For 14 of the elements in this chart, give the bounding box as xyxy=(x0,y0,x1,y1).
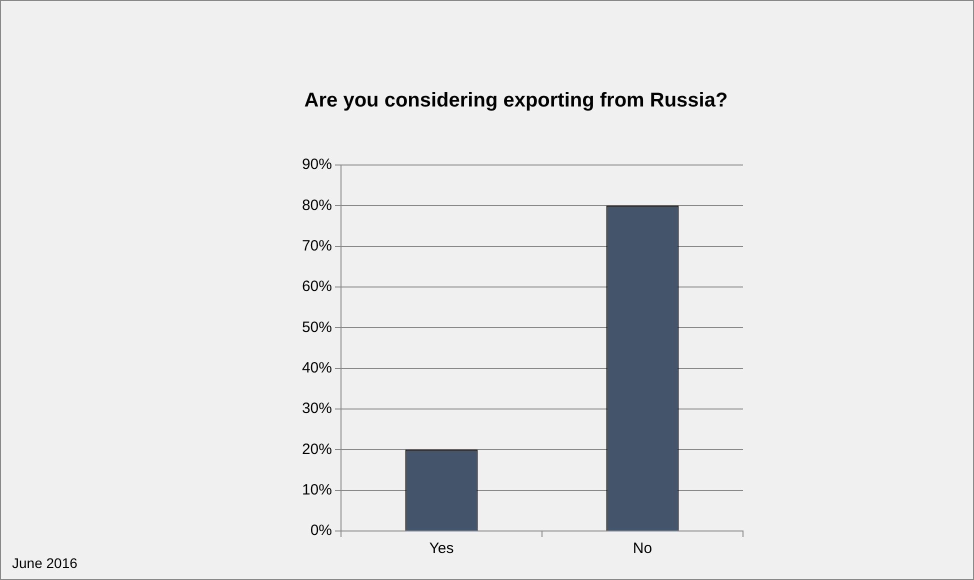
y-tick-label: 0% xyxy=(310,522,332,540)
y-tick-label: 50% xyxy=(302,318,332,336)
y-tick-label: 90% xyxy=(302,156,332,174)
text: June 2016 xyxy=(12,554,78,571)
x-tick-label: No xyxy=(632,540,652,558)
y-tick-label: 80% xyxy=(302,196,332,214)
y-tick-label: 20% xyxy=(302,440,332,458)
y-tick-label: 30% xyxy=(302,400,332,418)
y-tick-label: 70% xyxy=(302,237,332,254)
chart-title: Are you considering exporting from Russia? xyxy=(304,90,728,112)
y-tick-label: 60% xyxy=(302,278,332,296)
y-tick-label: 10% xyxy=(302,481,332,498)
y-tick-label: 40% xyxy=(302,359,332,376)
x-tick-label: Yes xyxy=(429,540,454,558)
